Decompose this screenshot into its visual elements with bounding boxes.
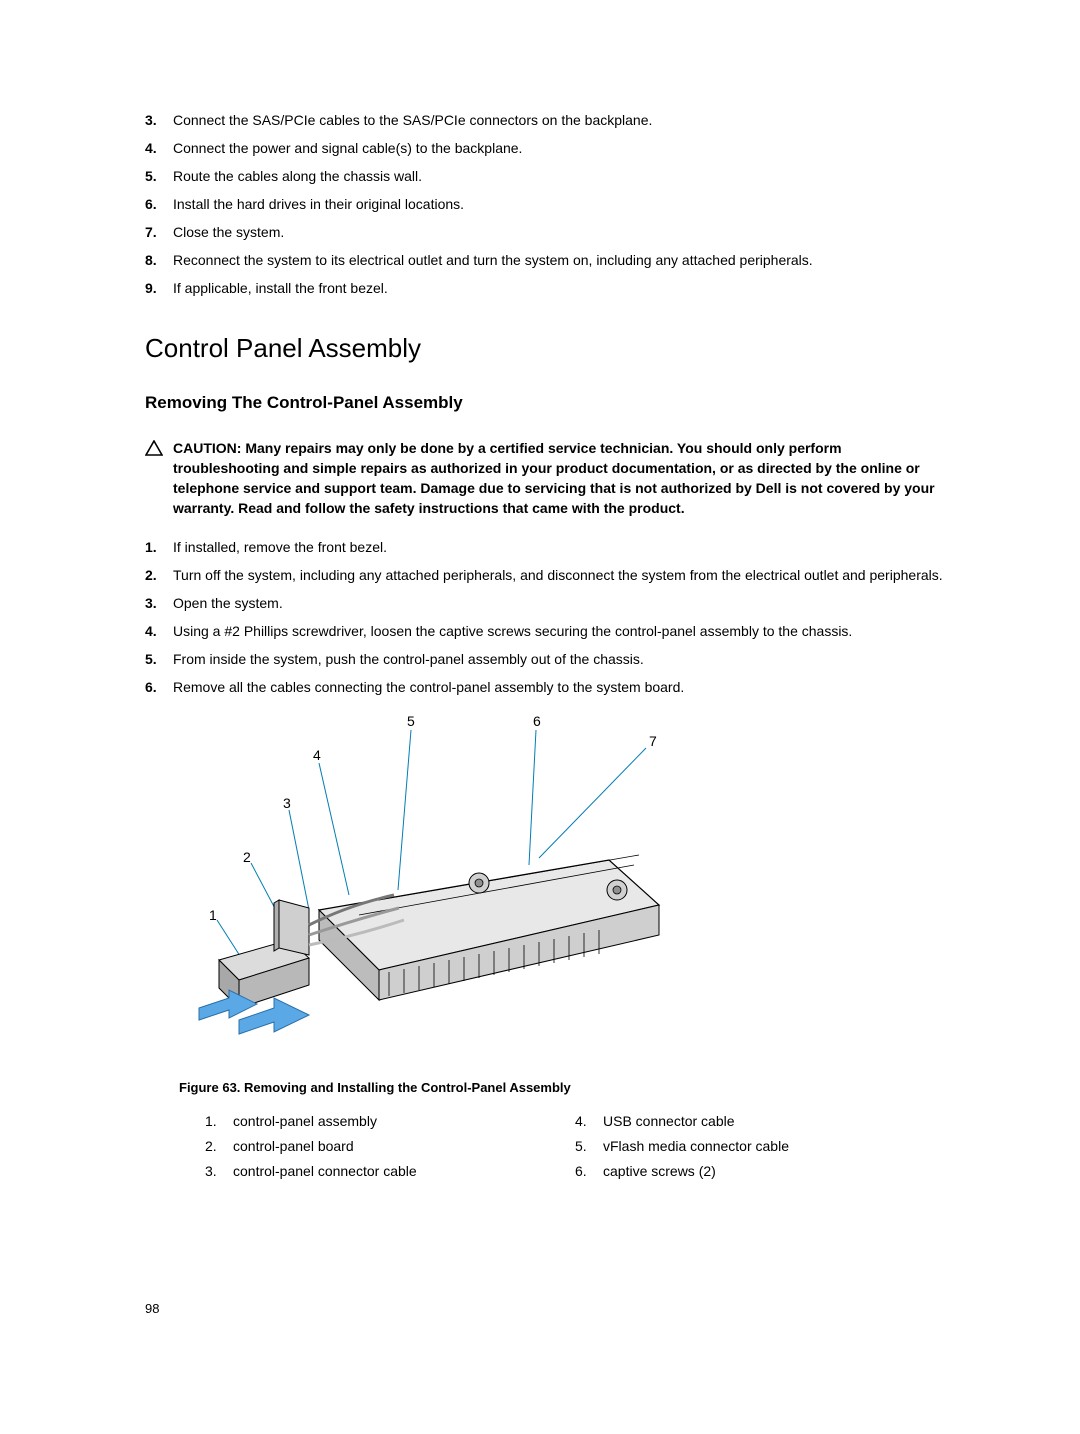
list-item: 6.Remove all the cables connecting the c… — [145, 677, 945, 698]
list-item: 8.Reconnect the system to its electrical… — [145, 250, 945, 271]
list-number: 5. — [145, 166, 173, 187]
figure-caption: Figure 63. Removing and Installing the C… — [179, 1078, 945, 1098]
list-item: 5.From inside the system, push the contr… — [145, 649, 945, 670]
list-item: 5.Route the cables along the chassis wal… — [145, 166, 945, 187]
list-text: If applicable, install the front bezel. — [173, 278, 945, 299]
callout-label: 1 — [209, 907, 217, 923]
list-text: If installed, remove the front bezel. — [173, 537, 945, 558]
legend-text: USB connector cable — [603, 1111, 735, 1132]
callout-label: 2 — [243, 849, 251, 865]
list-number: 6. — [145, 194, 173, 215]
list-text: Reconnect the system to its electrical o… — [173, 250, 945, 271]
list-number: 2. — [145, 565, 173, 586]
callout-label: 7 — [649, 733, 657, 749]
list-text: Install the hard drives in their origina… — [173, 194, 945, 215]
legend-number: 3. — [205, 1161, 233, 1182]
legend-text: captive screws (2) — [603, 1161, 716, 1182]
legend-number: 5. — [575, 1136, 603, 1157]
legend-number: 2. — [205, 1136, 233, 1157]
list-item: 9.If applicable, install the front bezel… — [145, 278, 945, 299]
list-number: 7. — [145, 222, 173, 243]
callout-label: 5 — [407, 713, 415, 729]
list-item: 6.Install the hard drives in their origi… — [145, 194, 945, 215]
caution-icon — [145, 438, 173, 519]
list-number: 1. — [145, 537, 173, 558]
legend-text: vFlash media connector cable — [603, 1136, 789, 1157]
callout-label: 3 — [283, 795, 291, 811]
legend-item: 6.captive screws (2) — [575, 1161, 945, 1182]
list-number: 6. — [145, 677, 173, 698]
list-text: Remove all the cables connecting the con… — [173, 677, 945, 698]
legend-column-right: 4.USB connector cable 5.vFlash media con… — [575, 1111, 945, 1186]
page-number: 98 — [145, 1299, 159, 1319]
list-number: 9. — [145, 278, 173, 299]
caution-text: CAUTION: Many repairs may only be done b… — [173, 438, 945, 519]
legend-text: control-panel assembly — [233, 1111, 377, 1132]
list-item: 1.If installed, remove the front bezel. — [145, 537, 945, 558]
list-text: Open the system. — [173, 593, 945, 614]
list-text: From inside the system, push the control… — [173, 649, 945, 670]
procedure-ordered-list: 1.If installed, remove the front bezel. … — [145, 537, 945, 698]
list-number: 5. — [145, 649, 173, 670]
list-number: 8. — [145, 250, 173, 271]
list-number: 3. — [145, 593, 173, 614]
legend-item: 3.control-panel connector cable — [205, 1161, 575, 1182]
callout-label: 4 — [313, 747, 321, 763]
legend-item: 2.control-panel board — [205, 1136, 575, 1157]
legend-item: 1.control-panel assembly — [205, 1111, 575, 1132]
legend-item: 4.USB connector cable — [575, 1111, 945, 1132]
list-item: 4.Using a #2 Phillips screwdriver, loose… — [145, 621, 945, 642]
list-item: 2.Turn off the system, including any att… — [145, 565, 945, 586]
section-heading: Control Panel Assembly — [145, 329, 945, 368]
figure-svg: 5 6 7 4 3 2 1 — [179, 710, 719, 1070]
figure: 5 6 7 4 3 2 1 — [179, 710, 945, 1070]
list-text: Connect the power and signal cable(s) to… — [173, 138, 945, 159]
legend-text: control-panel board — [233, 1136, 354, 1157]
figure-legend: 1.control-panel assembly 2.control-panel… — [205, 1111, 945, 1186]
legend-number: 1. — [205, 1111, 233, 1132]
list-item: 3.Connect the SAS/PCIe cables to the SAS… — [145, 110, 945, 131]
list-number: 4. — [145, 621, 173, 642]
subsection-heading: Removing The Control-Panel Assembly — [145, 390, 945, 416]
list-number: 4. — [145, 138, 173, 159]
list-item: 7.Close the system. — [145, 222, 945, 243]
list-text: Connect the SAS/PCIe cables to the SAS/P… — [173, 110, 945, 131]
legend-item: 5.vFlash media connector cable — [575, 1136, 945, 1157]
legend-number: 6. — [575, 1161, 603, 1182]
list-number: 3. — [145, 110, 173, 131]
legend-number: 4. — [575, 1111, 603, 1132]
legend-text: control-panel connector cable — [233, 1161, 417, 1182]
list-item: 3.Open the system. — [145, 593, 945, 614]
list-item: 4.Connect the power and signal cable(s) … — [145, 138, 945, 159]
callout-label: 6 — [533, 713, 541, 729]
legend-column-left: 1.control-panel assembly 2.control-panel… — [205, 1111, 575, 1186]
list-text: Turn off the system, including any attac… — [173, 565, 945, 586]
list-text: Close the system. — [173, 222, 945, 243]
page: 3.Connect the SAS/PCIe cables to the SAS… — [0, 0, 1080, 1434]
continuation-ordered-list: 3.Connect the SAS/PCIe cables to the SAS… — [145, 110, 945, 299]
list-text: Using a #2 Phillips screwdriver, loosen … — [173, 621, 945, 642]
list-text: Route the cables along the chassis wall. — [173, 166, 945, 187]
caution-block: CAUTION: Many repairs may only be done b… — [145, 438, 945, 519]
